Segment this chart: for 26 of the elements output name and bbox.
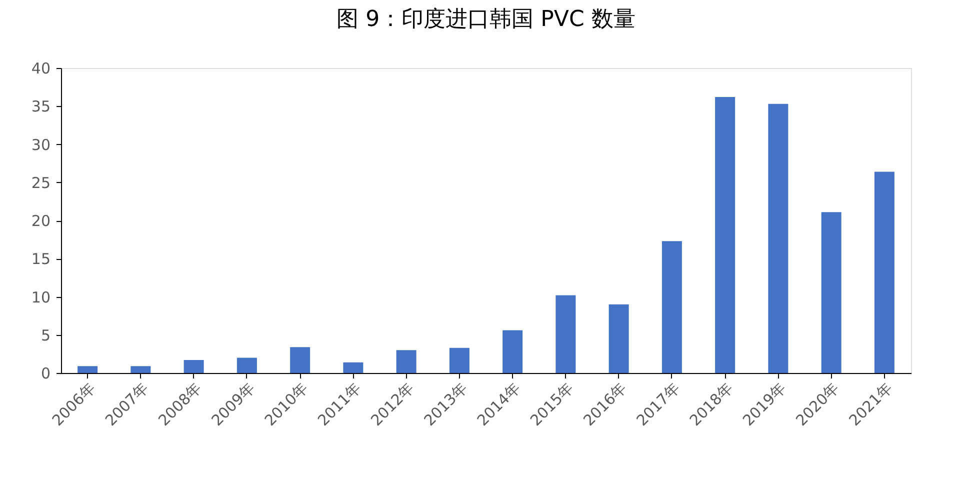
bar	[608, 304, 629, 373]
bar	[556, 295, 576, 373]
bar	[821, 212, 842, 373]
y-tick-label: 5	[40, 326, 50, 344]
bar	[78, 366, 98, 373]
y-tick-label: 35	[31, 98, 50, 116]
bar	[768, 104, 788, 373]
bar	[343, 362, 364, 373]
y-tick-label: 20	[31, 212, 50, 230]
y-tick-label: 15	[31, 250, 50, 268]
y-tick-label: 30	[31, 136, 50, 154]
bar	[502, 330, 523, 373]
bar	[130, 366, 151, 373]
y-tick-label: 40	[31, 60, 50, 78]
bar	[874, 172, 894, 373]
y-tick-label: 0	[40, 364, 50, 382]
bar	[715, 96, 736, 373]
bar	[449, 348, 470, 373]
y-tick-label: 25	[31, 174, 50, 192]
chart-title: 图 9：印度进口韩国 PVC 数量	[336, 7, 636, 32]
bar	[184, 360, 204, 373]
y-tick-label: 10	[31, 288, 50, 306]
bar	[662, 241, 682, 373]
bar	[396, 350, 416, 373]
bar	[290, 347, 310, 373]
bar	[236, 358, 257, 373]
